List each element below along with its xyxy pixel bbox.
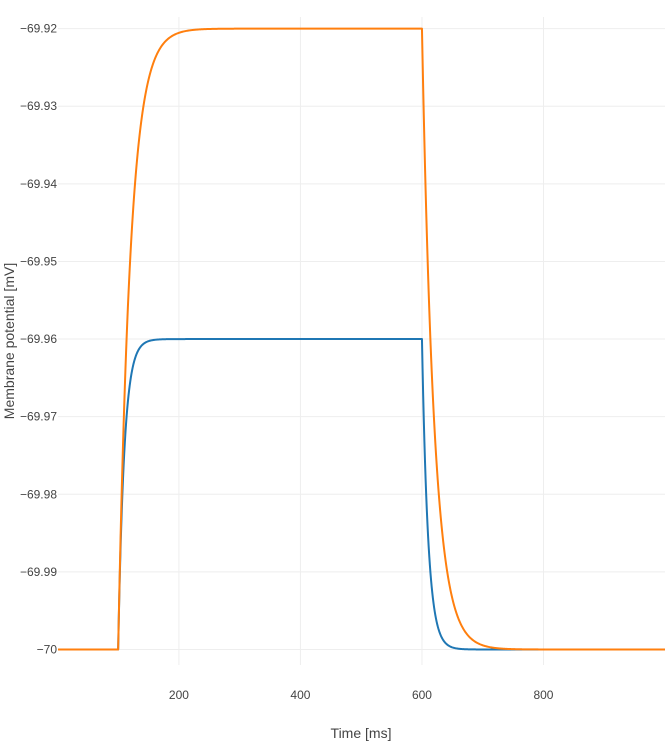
series-line-2: [57, 27, 665, 651]
y-tick-label: −69.97: [20, 410, 57, 424]
y-tick-label: −69.92: [20, 22, 57, 36]
x-tick-label: 400: [290, 688, 310, 702]
y-tick-label: −70: [37, 642, 58, 656]
x-tick-label: 800: [533, 688, 553, 702]
y-tick-label: −69.98: [20, 487, 57, 501]
y-tick-label: −69.94: [20, 177, 57, 191]
y-tick-label: −69.96: [20, 332, 57, 346]
x-axis-title: Time [ms]: [331, 725, 392, 741]
y-tick-label: −69.95: [20, 254, 57, 268]
y-tick-label: −69.93: [20, 99, 57, 113]
x-tick-label: 600: [412, 688, 432, 702]
x-tick-labels: 200 400 600 800: [169, 688, 554, 702]
x-tick-label: 200: [169, 688, 189, 702]
y-tick-label: −69.99: [20, 565, 57, 579]
y-tick-labels: −70 −69.99 −69.98 −69.97 −69.96 −69.95 −69.94 −…: [20, 22, 57, 657]
series-layer: [57, 27, 665, 651]
y-axis-title: Membrane potential [mV]: [1, 263, 17, 419]
x-gridlines: [178, 17, 544, 665]
